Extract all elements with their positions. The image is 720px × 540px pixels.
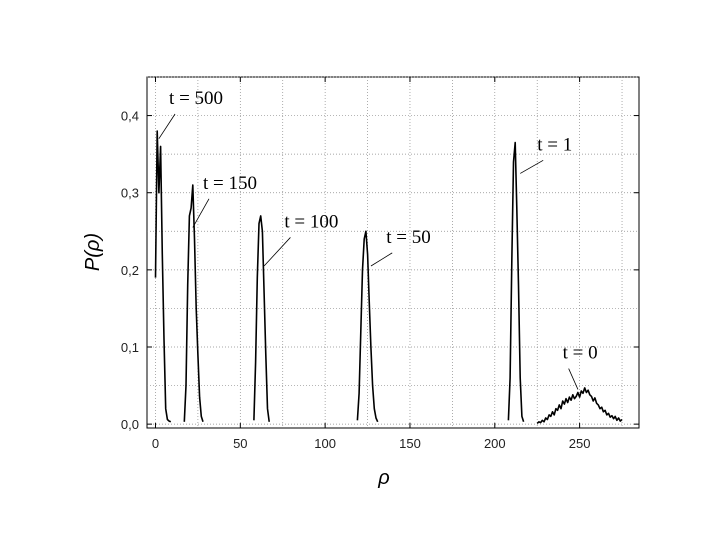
x-tick-label: 200 — [484, 436, 506, 451]
annotation-leader — [192, 198, 210, 228]
annotation-label: t = 50 — [386, 227, 431, 248]
annotation-label: t = 0 — [563, 343, 598, 364]
x-tick-label: 250 — [569, 436, 591, 451]
y-tick-label: 0,1 — [121, 340, 139, 355]
annotations: t = 500 t = 150 t = 100 t = 50 t = 1 t = 0 — [158, 88, 598, 390]
annotation-label: t = 1 — [537, 134, 572, 155]
grid — [147, 76, 639, 428]
x-axis-label: ρ — [377, 467, 389, 489]
annotation-leader — [370, 252, 393, 267]
y-tick-label: 0,0 — [121, 417, 139, 432]
series-line — [536, 387, 623, 424]
y-tick-label: 0,3 — [121, 186, 139, 201]
annotation-label: t = 100 — [284, 211, 338, 232]
series-line — [356, 230, 379, 423]
y-tick-label: 0,2 — [121, 263, 139, 278]
y-axis-label: P(ρ) — [82, 233, 104, 271]
data-series — [154, 130, 623, 424]
plot-area — [146, 76, 640, 429]
tick-marks — [147, 77, 639, 428]
series-line — [154, 130, 172, 423]
annotation-leader — [568, 368, 579, 390]
x-tick-label: 100 — [314, 436, 336, 451]
series-line — [507, 141, 525, 423]
y-tick-label: 0,4 — [121, 109, 139, 124]
annotation-leader — [263, 237, 291, 267]
annotation-leader — [158, 113, 176, 139]
annotation-leader — [520, 159, 544, 174]
series-line — [253, 215, 270, 422]
annotation-label: t = 500 — [169, 88, 223, 109]
x-tick-label: 0 — [152, 436, 159, 451]
x-tick-label: 150 — [399, 436, 421, 451]
series-line — [183, 184, 204, 423]
annotation-label: t = 150 — [203, 173, 257, 194]
x-tick-label: 50 — [233, 436, 247, 451]
